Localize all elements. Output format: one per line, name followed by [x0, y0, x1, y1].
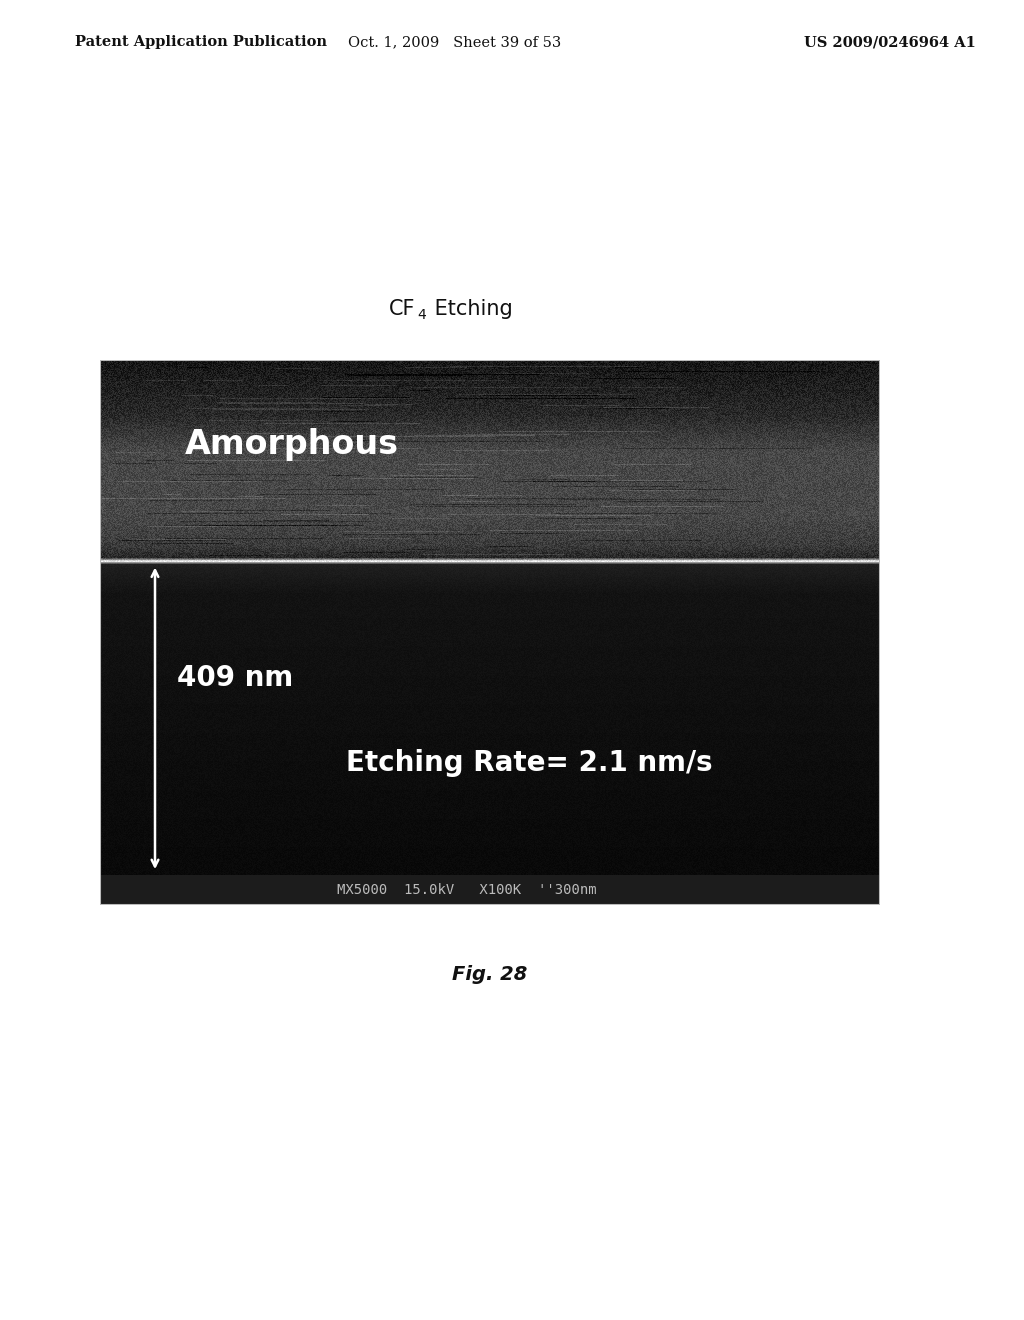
Text: Amorphous: Amorphous	[185, 428, 399, 461]
Bar	[100, 875, 880, 906]
Text: Fig. 28: Fig. 28	[453, 965, 527, 985]
Text: Oct. 1, 2009   Sheet 39 of 53: Oct. 1, 2009 Sheet 39 of 53	[348, 36, 561, 49]
Text: MX5000  15.0kV   X100K  ''300nm: MX5000 15.0kV X100K ''300nm	[337, 883, 596, 898]
Text: Etching Rate= 2.1 nm/s: Etching Rate= 2.1 nm/s	[346, 750, 713, 777]
Text: US 2009/0246964 A1: US 2009/0246964 A1	[804, 36, 976, 49]
Text: CF: CF	[388, 300, 415, 319]
Text: Patent Application Publication: Patent Application Publication	[75, 36, 327, 49]
Text: 4: 4	[417, 308, 426, 322]
Text: Etching: Etching	[428, 300, 513, 319]
Text: 409 nm: 409 nm	[177, 664, 293, 692]
